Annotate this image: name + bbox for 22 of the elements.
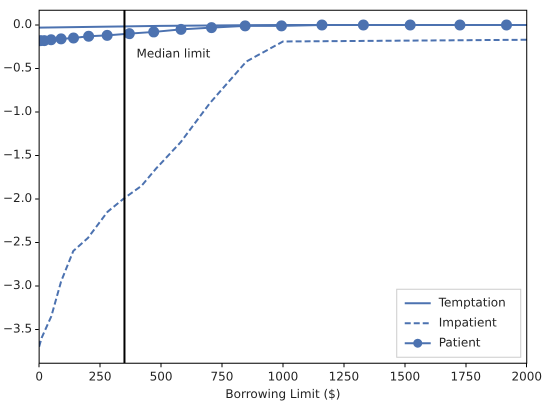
legend-label: Patient <box>438 335 481 350</box>
x-tick-label: 500 <box>150 370 172 384</box>
y-tick-label: −2.0 <box>3 190 32 205</box>
x-tick-label: 250 <box>88 370 112 384</box>
x-tick-label: 1750 <box>450 370 482 384</box>
x-tick-label: 1500 <box>390 370 420 384</box>
legend-label: Temptation <box>438 295 506 310</box>
x-axis-title: Borrowing Limit ($) <box>225 386 340 401</box>
x-tick-label: 2000 <box>511 370 542 384</box>
y-tick-label: −3.0 <box>3 278 32 292</box>
y-tick-label: 0.0 <box>13 17 32 32</box>
x-tick-label: 1250 <box>328 370 360 384</box>
y-tick-label: −3.5 <box>3 321 32 336</box>
y-tick-label: −0.5 <box>3 60 32 75</box>
annotation: Median limit <box>136 46 211 60</box>
x-tick-label: 750 <box>210 370 234 384</box>
x-tick-label: 0 <box>35 370 43 384</box>
y-tick-label: −1.0 <box>3 104 32 118</box>
y-tick-label: −1.5 <box>3 148 32 162</box>
y-tick-label: −2.5 <box>3 234 32 248</box>
legend-label: Impatient <box>438 315 497 330</box>
x-tick-label: 1000 <box>268 370 298 384</box>
